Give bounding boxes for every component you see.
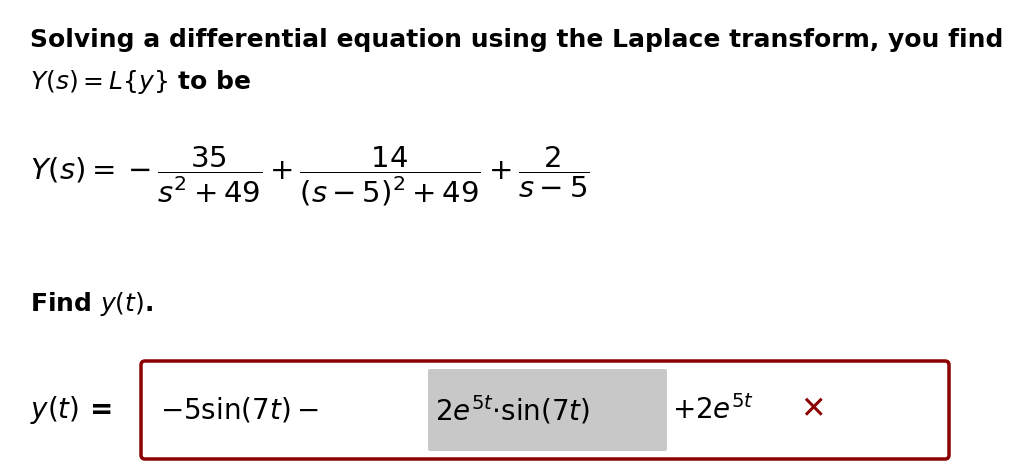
Text: $Y(s) = L\{y\}$ to be: $Y(s) = L\{y\}$ to be	[30, 68, 251, 96]
FancyBboxPatch shape	[428, 369, 667, 451]
Text: $Y(s) = -\dfrac{35}{s^2+49} + \dfrac{14}{(s-5)^2+49} + \dfrac{2}{s-5}$: $Y(s) = -\dfrac{35}{s^2+49} + \dfrac{14}…	[30, 145, 590, 208]
Text: $-5\sin(7t) - $: $-5\sin(7t) - $	[160, 395, 319, 425]
Text: $+ 2e^{5t}$: $+ 2e^{5t}$	[672, 395, 754, 425]
Text: Solving a differential equation using the Laplace transform, you find: Solving a differential equation using th…	[30, 28, 1003, 52]
Text: ✕: ✕	[800, 395, 826, 425]
Text: $y(t)$ =: $y(t)$ =	[30, 394, 112, 426]
Text: Find $y(t)$.: Find $y(t)$.	[30, 290, 153, 318]
FancyBboxPatch shape	[141, 361, 949, 459]
Text: $2e^{5t}{\cdot}\sin(7t)$: $2e^{5t}{\cdot}\sin(7t)$	[435, 394, 590, 426]
